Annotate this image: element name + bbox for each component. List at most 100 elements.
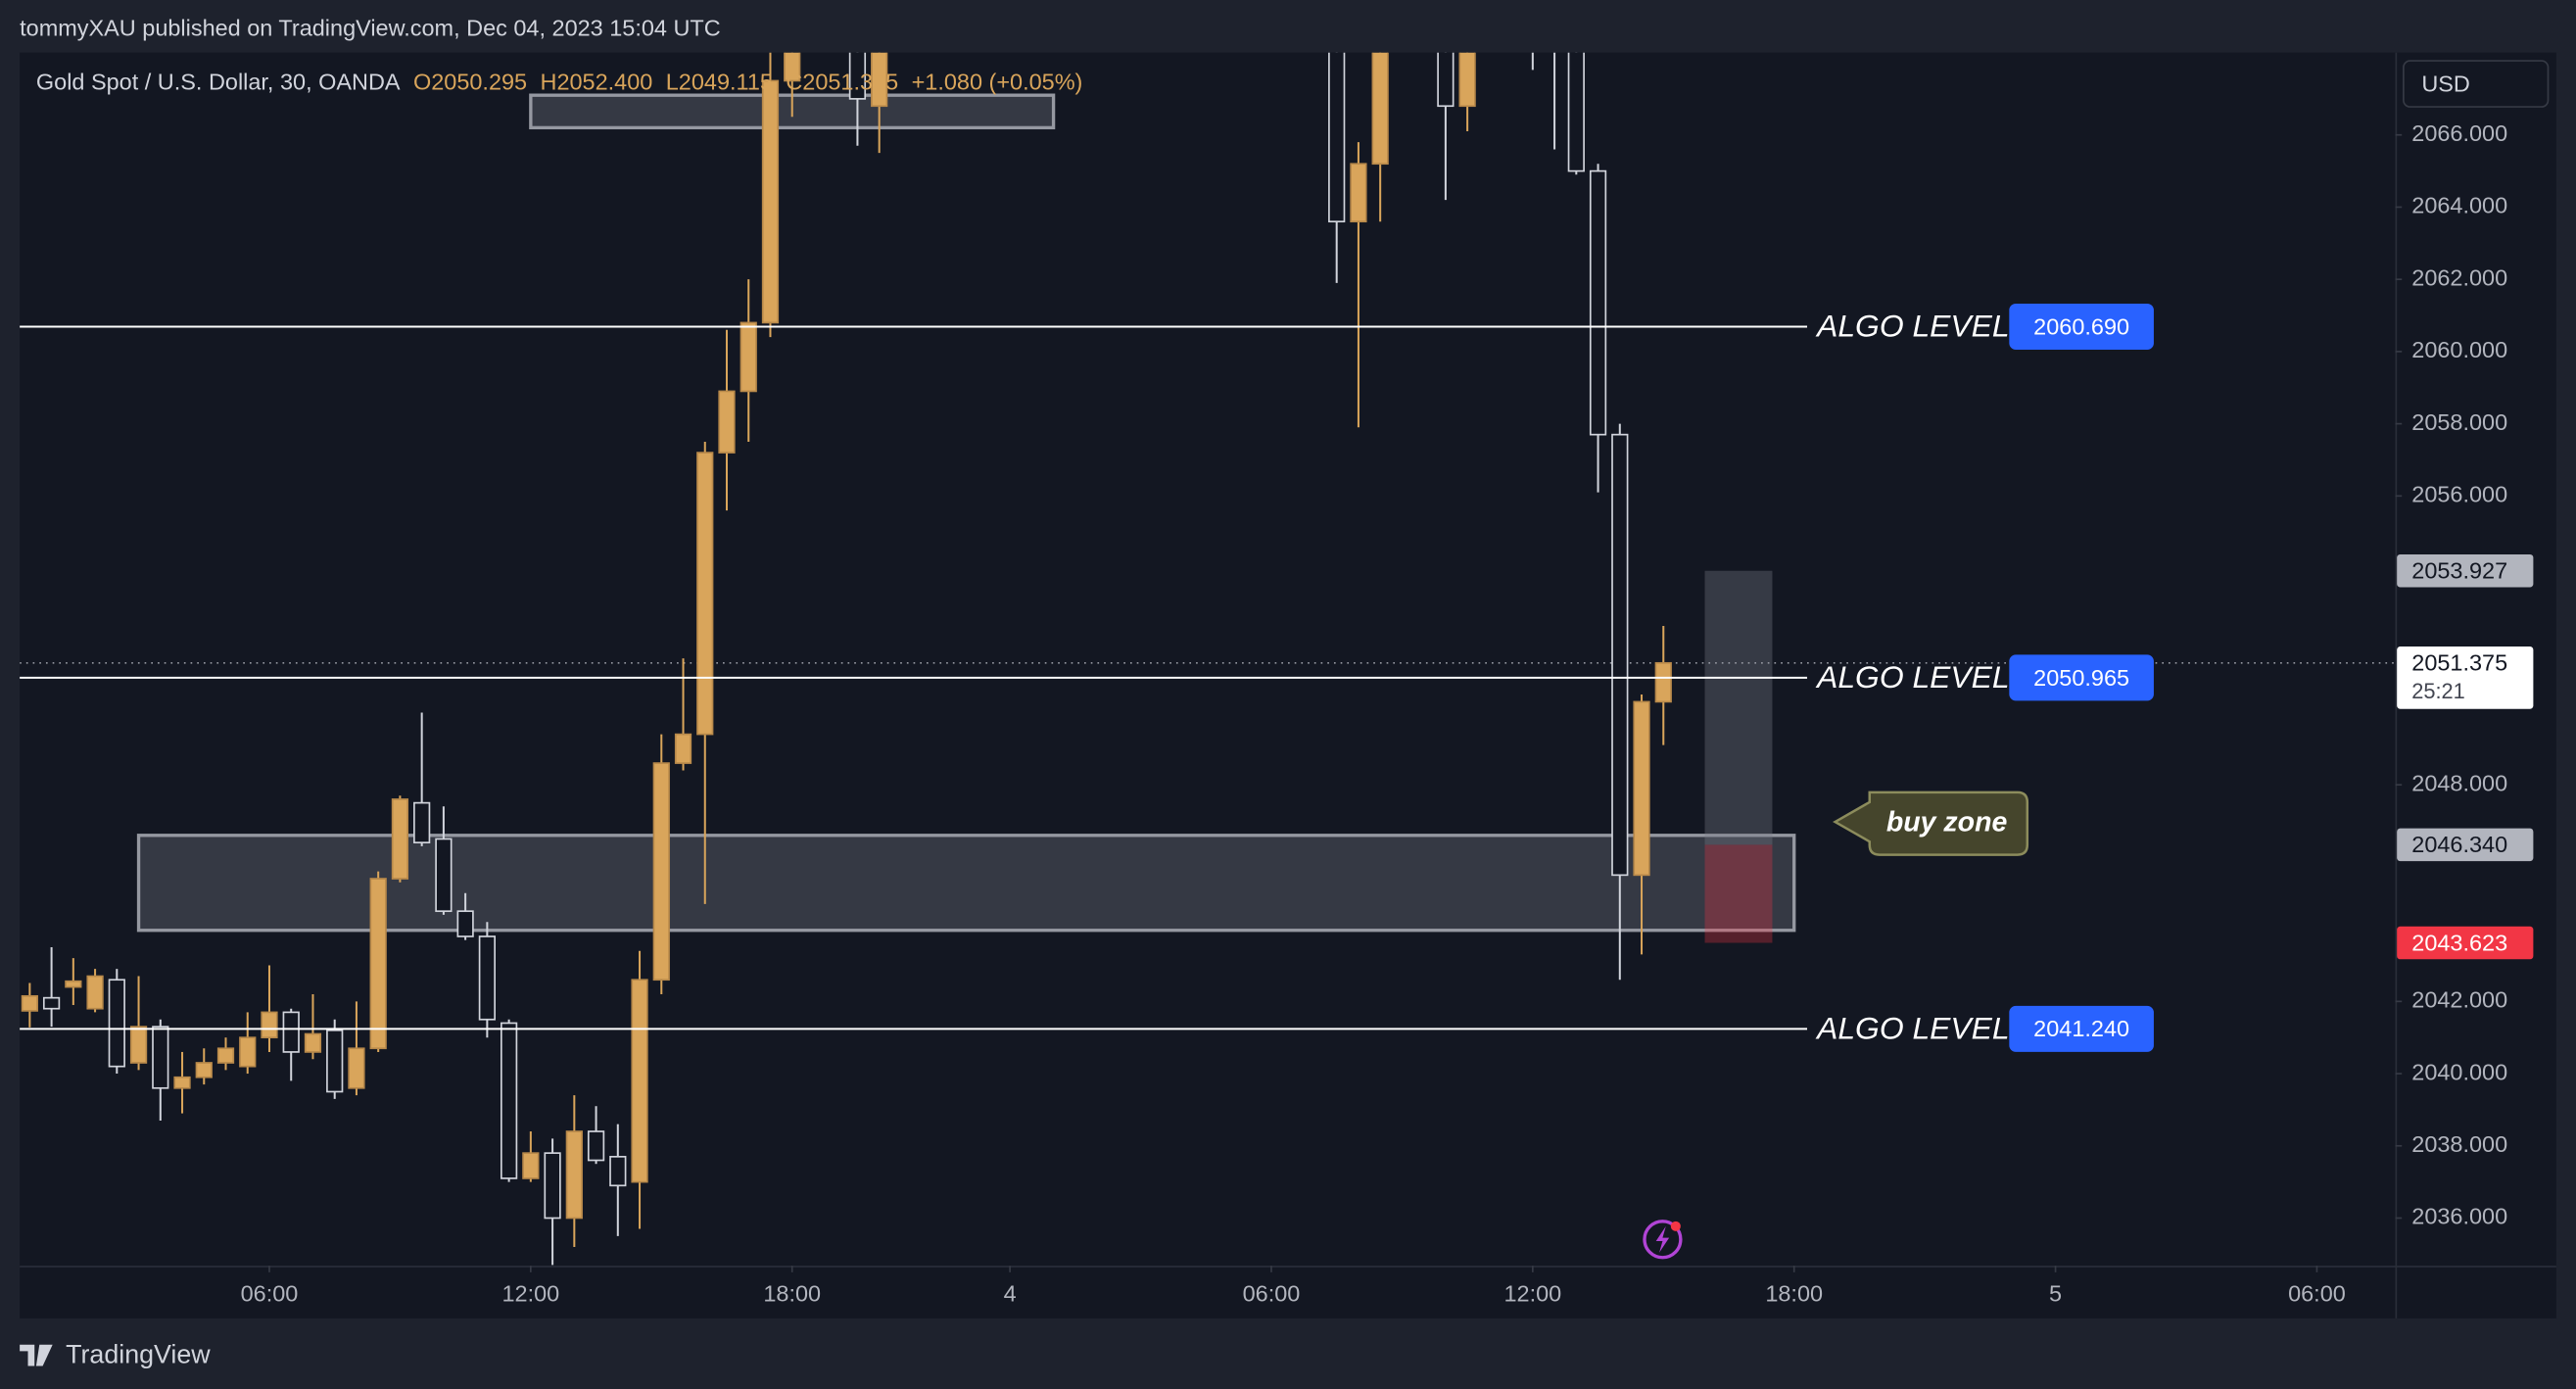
- algo-level-value: 2050.965: [2033, 665, 2129, 691]
- zone: [136, 834, 1796, 933]
- currency-button: [2403, 60, 2550, 108]
- legend-ohlc: O2050.295: [413, 70, 527, 95]
- y-tick-label: 2056.000: [2411, 482, 2507, 507]
- x-tick-label: 5: [2049, 1281, 2062, 1307]
- brand: TradingView: [66, 1340, 211, 1369]
- last-price-tag: [2397, 647, 2534, 709]
- candle-body: [500, 1022, 518, 1179]
- candle-body: [326, 1029, 344, 1093]
- candle-body: [86, 975, 104, 1010]
- y-tick-label: 2048.000: [2411, 770, 2507, 795]
- alert-icon: [1643, 1220, 1683, 1260]
- candle-body: [21, 994, 38, 1012]
- candle-body: [152, 1026, 169, 1089]
- candle-body: [522, 1152, 540, 1179]
- candle-body: [761, 79, 780, 324]
- price-tag-label: 2043.623: [2411, 930, 2507, 955]
- algo-level-value: 2060.690: [2033, 313, 2129, 339]
- algo-level-badge: [2009, 1005, 2154, 1052]
- x-tick-label: 06:00: [241, 1281, 299, 1307]
- y-tick-label: 2038.000: [2411, 1131, 2507, 1157]
- candle-body: [282, 1011, 300, 1053]
- candle-body: [1328, 52, 1346, 223]
- candle-body: [1589, 169, 1607, 436]
- candle-body: [1611, 433, 1629, 877]
- y-tick-label: 2042.000: [2411, 987, 2507, 1013]
- legend-ohlc: L2049.115: [666, 70, 773, 95]
- legend-ohlc: C2051.375: [786, 70, 898, 95]
- algo-level-label: ALGO LEVEL: [1815, 1010, 2010, 1045]
- candle-body: [348, 1047, 365, 1089]
- position-target: [1704, 570, 1773, 845]
- chart-pane: [20, 52, 2556, 1318]
- candle-body: [391, 798, 409, 880]
- candle-body: [65, 980, 82, 988]
- y-tick-label: 2062.000: [2411, 264, 2507, 290]
- currency: USD: [2421, 71, 2470, 96]
- candle-body: [544, 1152, 561, 1220]
- algo-level-badge: [2009, 303, 2154, 350]
- candle-body: [1350, 163, 1367, 223]
- candle-body: [652, 762, 670, 982]
- candle-body: [435, 838, 453, 913]
- publish-info: tommyXAU published on TradingView.com, D…: [20, 15, 721, 40]
- price-tag: [2397, 553, 2534, 588]
- candle-body: [1437, 52, 1455, 108]
- y-tick-label: 2066.000: [2411, 120, 2507, 146]
- candle-body: [369, 878, 387, 1050]
- candle-body: [696, 452, 714, 736]
- legend: Gold Spot / U.S. Dollar, 30, OANDA O2050.…: [36, 70, 1082, 95]
- candle-body: [739, 321, 757, 393]
- candle-body: [1654, 661, 1672, 703]
- candle-body: [108, 979, 125, 1068]
- candle-body: [239, 1036, 257, 1068]
- price-tag: [2397, 828, 2534, 862]
- y-tick-label: 2060.000: [2411, 337, 2507, 362]
- candle-body: [565, 1130, 583, 1220]
- x-tick-label: 06:00: [2288, 1281, 2346, 1307]
- candle-body: [195, 1062, 213, 1078]
- x-tick-label: 06:00: [1243, 1281, 1301, 1307]
- price-tag: [2397, 926, 2534, 960]
- candle-body: [173, 1076, 191, 1089]
- candle-body: [216, 1047, 235, 1064]
- algo-level-label: ALGO LEVEL: [1815, 659, 2010, 694]
- legend-change: +1.080 (+0.05%): [912, 70, 1083, 95]
- candle-body: [261, 1011, 278, 1039]
- candle-body: [784, 52, 801, 82]
- candle-body: [413, 801, 431, 844]
- candle-body: [718, 390, 736, 454]
- candle-body: [848, 52, 867, 100]
- x-tick-label: 4: [1004, 1281, 1017, 1307]
- legend-ohlc: H2052.400: [541, 70, 653, 95]
- algo-level-label: ALGO LEVEL: [1815, 309, 2010, 344]
- candle-body: [1458, 52, 1476, 108]
- candle-body: [871, 52, 888, 108]
- x-tick-label: 12:00: [501, 1281, 559, 1307]
- x-tick-label: 12:00: [1503, 1281, 1561, 1307]
- candle-body: [129, 1026, 148, 1064]
- candle-body: [478, 935, 496, 1021]
- callout: [1833, 790, 2029, 856]
- candle-body: [1371, 52, 1389, 166]
- candle-body: [587, 1130, 605, 1162]
- candle-body: [1567, 52, 1585, 172]
- x-tick-label: 18:00: [763, 1281, 821, 1307]
- candle-body: [609, 1155, 627, 1187]
- candle-body: [674, 733, 692, 764]
- brand-logo: [20, 1344, 53, 1366]
- candle-body: [456, 910, 474, 937]
- y-tick-label: 2058.000: [2411, 409, 2507, 435]
- y-tick-label: 2036.000: [2411, 1204, 2507, 1229]
- last-price-label: 2051.375: [2411, 650, 2507, 676]
- candle-body: [304, 1032, 322, 1053]
- plot-area: [20, 52, 2396, 1266]
- overlay: Gold Spot / U.S. Dollar, 30, OANDA O2050.…: [20, 60, 2550, 1307]
- countdown: 25:21: [2411, 679, 2465, 703]
- candle-body: [42, 996, 61, 1010]
- x-tick-label: 18:00: [1765, 1281, 1823, 1307]
- algo-level-badge: [2009, 654, 2154, 701]
- candle-body: [1633, 700, 1650, 877]
